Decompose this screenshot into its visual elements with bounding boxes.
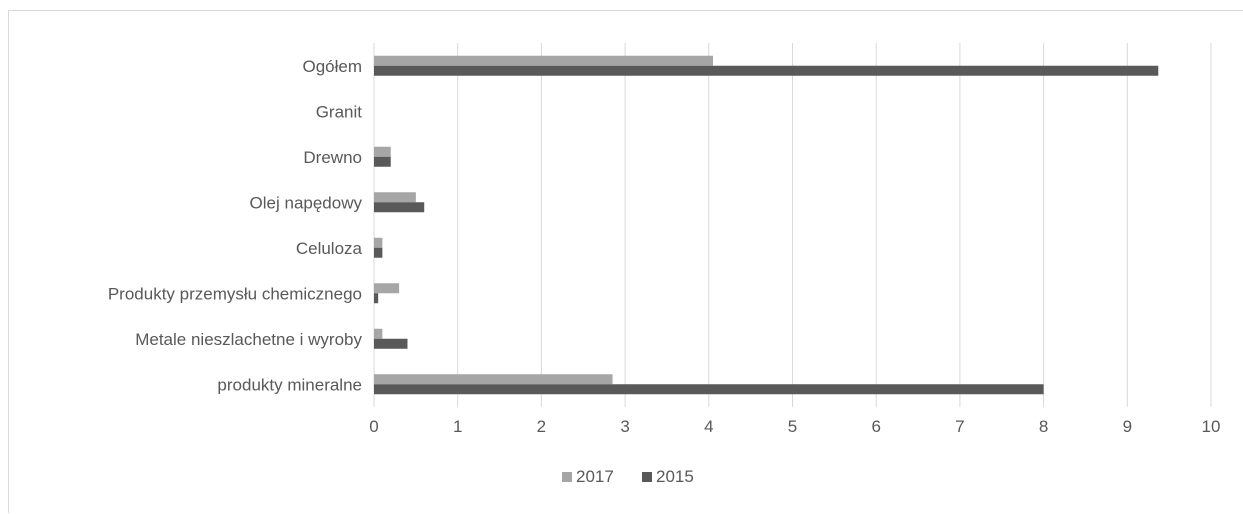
x-tick-label: 4 [704, 417, 713, 436]
bar-2017 [374, 328, 383, 339]
category-label: Drewno [303, 148, 362, 167]
category-label: Produkty przemysłu chemicznego [108, 284, 362, 303]
category-label: Celuloza [296, 239, 363, 258]
bar-2015 [374, 247, 383, 258]
legend-label: 2017 [576, 467, 614, 486]
legend-label: 2015 [656, 467, 694, 486]
bar-2017 [374, 374, 613, 385]
x-tick-label: 10 [1202, 417, 1221, 436]
x-tick-label: 0 [369, 417, 378, 436]
legend-swatch-2015 [642, 472, 652, 482]
bar-2015 [374, 293, 379, 304]
x-tick-label: 7 [955, 417, 964, 436]
bar-2017 [374, 237, 383, 248]
x-tick-label: 3 [620, 417, 629, 436]
bar-chart: 0 1 2 3 4 5 6 7 8 9 10 Ogółem Granit Drewno Olej napęd… [108, 43, 1221, 486]
x-tick-label: 2 [537, 417, 546, 436]
bar-2017 [374, 192, 416, 203]
bar-2017 [374, 55, 713, 66]
bar-2015 [374, 338, 408, 349]
category-label: Granit [316, 102, 363, 121]
chart-frame: 0 1 2 3 4 5 6 7 8 9 10 Ogółem Granit Drewno Olej napęd… [8, 10, 1243, 513]
category-label: Metale nieszlachetne i wyroby [135, 330, 362, 349]
category-label: produkty mineralne [217, 375, 362, 394]
category-label: Olej napędowy [250, 193, 363, 212]
x-tick-label: 8 [1039, 417, 1048, 436]
bar-2015 [374, 202, 425, 213]
x-tick-label: 1 [453, 417, 462, 436]
bar-2015 [374, 384, 1044, 395]
bar-2015 [374, 156, 391, 167]
x-tick-label: 5 [788, 417, 797, 436]
bar-2017 [374, 146, 391, 157]
legend-swatch-2017 [562, 472, 572, 482]
bar-2015 [374, 65, 1159, 76]
x-tick-label: 6 [871, 417, 880, 436]
x-tick-label: 9 [1123, 417, 1132, 436]
category-label: Ogółem [302, 57, 362, 76]
bar-2017 [374, 283, 400, 294]
